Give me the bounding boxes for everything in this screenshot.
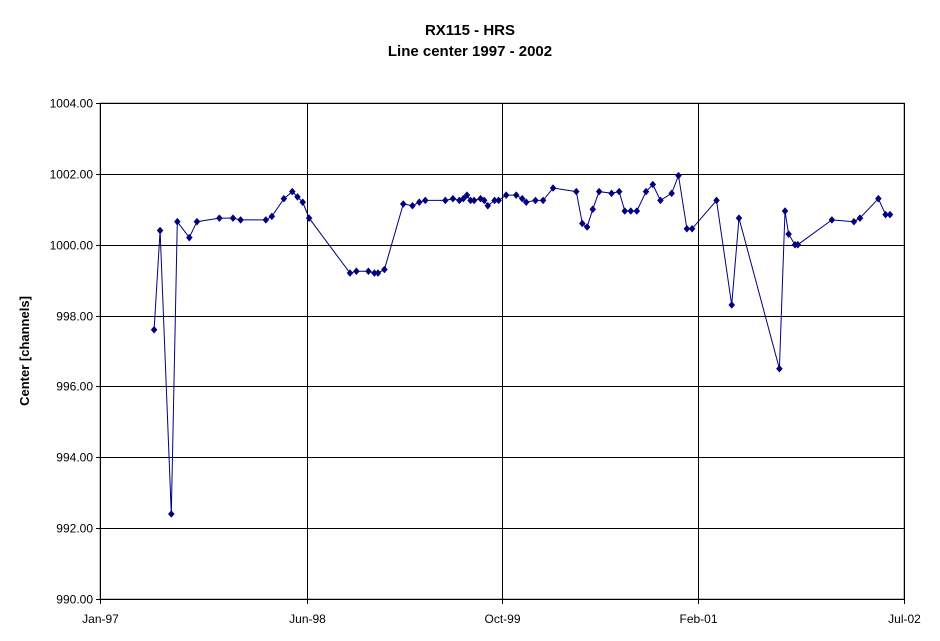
data-point (549, 184, 557, 192)
data-point (589, 205, 597, 214)
data-point (572, 187, 580, 196)
y-tick-label: 998.00 (56, 310, 93, 324)
data-point (539, 196, 547, 205)
data-point (633, 207, 641, 215)
x-tick-label: Jan-97 (82, 612, 119, 626)
data-point (668, 189, 675, 198)
data-point (470, 196, 478, 205)
data-point (615, 187, 623, 196)
data-point (776, 364, 783, 373)
x-tick-label: Oct-99 (484, 612, 520, 626)
data-point (299, 198, 307, 207)
data-point (621, 207, 629, 215)
y-axis: 990.00 992.00 994.00 996.00 998.00 1000.00 100… (50, 97, 101, 607)
data-point (735, 214, 743, 223)
data-point (173, 217, 181, 226)
data-point (828, 216, 836, 224)
data-point (186, 233, 193, 242)
data-point (781, 207, 789, 215)
data-point (683, 224, 691, 233)
data-point (532, 196, 539, 205)
data-point (288, 187, 296, 196)
data-point (785, 230, 792, 238)
data-point (449, 194, 457, 203)
data-point (512, 191, 520, 199)
data-point (583, 223, 591, 231)
data-point (441, 196, 449, 205)
data-point (460, 194, 467, 203)
data-point (294, 193, 301, 201)
data-point (608, 189, 615, 198)
data-point (463, 191, 471, 199)
data-point (268, 212, 276, 221)
data-point (627, 207, 635, 215)
data-point (415, 198, 423, 207)
data-point (728, 301, 736, 309)
data-point (156, 226, 164, 235)
data-point (578, 219, 586, 228)
chart-title: RX115 - HRS (424, 22, 516, 39)
data-point (237, 216, 244, 224)
x-axis: Jan-97 Jun-98 Oct-99 Feb-01 Jul-02 (82, 599, 921, 626)
data-point (875, 194, 882, 203)
grid-lines (100, 103, 905, 599)
data-point (374, 269, 382, 277)
data-point (502, 191, 510, 199)
data-point (365, 267, 372, 276)
y-tick-label: 994.00 (56, 451, 93, 465)
data-point (882, 210, 889, 219)
data-point (409, 201, 416, 210)
data-point (216, 214, 223, 223)
y-tick-label: 996.00 (56, 380, 93, 394)
y-tick-label: 1004.00 (50, 97, 94, 111)
chart-subtitle: Line center 1997 - 2002 (387, 43, 553, 60)
data-point (675, 171, 682, 180)
y-tick-label: 1002.00 (50, 168, 94, 182)
data-point (642, 187, 650, 196)
y-tick-label: 990.00 (56, 593, 93, 607)
x-tick-label: Jun-98 (289, 612, 326, 626)
data-point (346, 269, 354, 277)
data-point (850, 217, 858, 226)
data-point (522, 198, 530, 207)
data-point (229, 214, 237, 223)
data-point (167, 510, 175, 518)
data-point (649, 180, 657, 189)
data-point (480, 196, 488, 205)
data-point (421, 196, 429, 205)
data-point (495, 196, 502, 205)
x-tick-label: Feb-01 (679, 612, 717, 626)
data-point (518, 194, 526, 203)
data-point (484, 201, 492, 210)
x-tick-label: Jul-02 (888, 612, 921, 626)
data-point (399, 200, 407, 208)
data-point (150, 325, 158, 334)
data-point (688, 224, 696, 233)
data-point (193, 217, 201, 226)
y-tick-label: 1000.00 (50, 239, 94, 253)
data-point (886, 210, 894, 219)
y-tick-label: 992.00 (56, 522, 93, 536)
data-point (595, 187, 603, 196)
data-point (381, 265, 388, 274)
y-axis-label: Center [channels] (17, 296, 32, 406)
data-point (794, 240, 802, 249)
data-point (262, 216, 270, 224)
data-point (856, 214, 864, 223)
data-point (353, 267, 360, 276)
series-line (153, 173, 890, 515)
data-series (150, 171, 894, 518)
data-point (657, 196, 664, 205)
data-point (280, 194, 288, 203)
data-point (305, 214, 313, 223)
data-point (713, 196, 720, 205)
